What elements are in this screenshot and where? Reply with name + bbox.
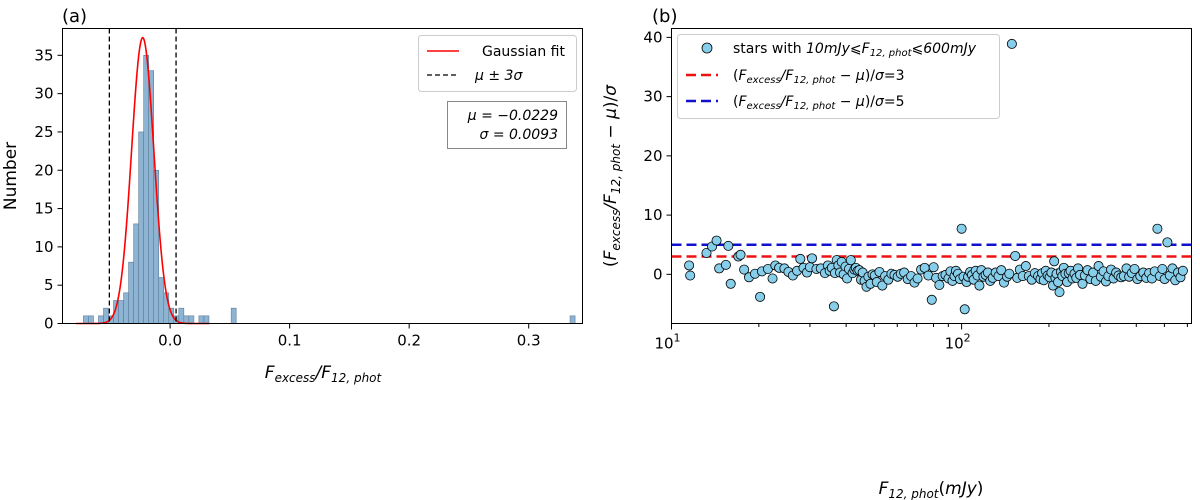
histogram-bar (188, 315, 195, 324)
y-tick-label-a: 10 (34, 238, 53, 256)
scatter-point (1152, 223, 1163, 234)
scatter-point (974, 280, 985, 291)
scatter-point (956, 223, 967, 234)
scatter-point (928, 262, 939, 273)
histogram-bar (138, 131, 144, 324)
scatter-point (1010, 250, 1021, 261)
y-tick-label-b: 0 (653, 265, 663, 283)
scatter-point (711, 235, 722, 246)
x-axis-ticks-a: 0.0 0.1 0.2 0.3 (158, 323, 541, 350)
histogram-bar (183, 315, 190, 324)
x-tick-label-a: 0.3 (517, 332, 541, 350)
panel-b-label: (b) (652, 6, 677, 27)
scatter-point (735, 249, 746, 260)
scatter-point (1020, 261, 1031, 272)
y-tick-label-a: 30 (34, 85, 53, 103)
histogram-bar (143, 55, 149, 324)
y-tick-label-a: 35 (34, 46, 53, 64)
y-axis-ticks-b: 0 10 20 30 40 (643, 28, 672, 283)
x-tick-label-a: 0.2 (397, 332, 421, 350)
scatter-point (1177, 265, 1188, 276)
scatter-point (684, 260, 695, 271)
legend-a: Gaussian fit μ ± 3σ (418, 35, 577, 92)
y-tick-label-a: 0 (44, 315, 54, 333)
y-axis-label-a: Number (1, 142, 21, 210)
scatter-point (1004, 268, 1015, 279)
x-axis-label-a: Fexcess/F12, phot (265, 363, 383, 385)
plot-frame-b (671, 28, 1192, 324)
x-axis-label-b: F12, phot(mJy) (879, 479, 984, 500)
legend-3sigma-label: μ ± 3σ (474, 68, 523, 84)
histogram-bar (198, 315, 205, 324)
x-tick-label-a: 0.1 (278, 332, 302, 350)
stats-box: μ = −0.0229 σ = 0.0093 (447, 101, 567, 149)
histogram-bar (118, 300, 124, 324)
histogram-bar (203, 315, 210, 324)
scatter-point (959, 304, 970, 315)
scatter-point (1162, 237, 1173, 248)
stats-mu: μ = −0.0229 (467, 108, 558, 124)
y-tick-label-a: 20 (34, 161, 53, 179)
x-tick-label-a: 0.0 (158, 332, 182, 350)
histogram-bars (83, 55, 576, 324)
plot-frame-a (62, 28, 583, 324)
scatter-point (877, 280, 888, 291)
scatter-point (795, 253, 806, 264)
y-axis-label-b: (Fexcess/F12, phot − μ)/σ (601, 84, 623, 267)
x-axis-ticks-b: 101 102 (654, 323, 1188, 353)
histogram-bar (569, 315, 576, 324)
histogram-bar (88, 315, 94, 324)
y-tick-label-b: 20 (643, 147, 662, 165)
x-tick-label-b: 101 (654, 332, 680, 353)
y-tick-label-a: 25 (34, 123, 53, 141)
x-tick-label-b: 102 (945, 332, 971, 353)
scatter-point (755, 291, 766, 302)
scatter-point (767, 273, 778, 284)
scatter-point (926, 294, 937, 305)
histogram-panel: (a) 0.0 0.1 0.2 0.3 0 5 10 15 20 25 30 35 Fexcess/… (1, 6, 583, 385)
scatter-point (1006, 38, 1017, 49)
scatter-point (720, 259, 731, 270)
histogram-bar (123, 292, 129, 324)
legend-scatter-label: stars with 10mJy⩽F12, phot⩽600mJy (733, 41, 977, 59)
y-tick-label-a: 15 (34, 200, 53, 218)
histogram-bar (128, 261, 134, 324)
scatter-point (912, 273, 923, 284)
histogram-bar (133, 223, 139, 324)
panel-a-label: (a) (62, 6, 87, 27)
scatter-point (739, 264, 750, 275)
y-axis-ticks-a: 0 5 10 15 20 25 30 35 (34, 46, 63, 333)
histogram-bar (83, 315, 89, 324)
y-tick-label-b: 10 (643, 206, 662, 224)
histogram-bar (230, 307, 237, 324)
scatter-point (701, 248, 712, 259)
scatter-point (828, 301, 839, 312)
histogram-bar (158, 277, 165, 324)
scatter-point (685, 270, 696, 281)
scatter-panel: (b) 101 102 0 10 20 30 40 F12, phot(mJy) (Fex… (601, 6, 1192, 500)
scatter-point (1054, 287, 1065, 298)
y-tick-label-b: 30 (643, 88, 662, 106)
scatter-point (725, 278, 736, 289)
scatter-points (684, 38, 1188, 315)
scatter-point (1049, 256, 1060, 267)
legend-gaussian-label: Gaussian fit (482, 44, 565, 60)
stats-sigma: σ = 0.0093 (480, 127, 559, 143)
y-tick-label-b: 40 (643, 28, 662, 46)
histogram-bar (178, 307, 185, 324)
legend-b: stars with 10mJy⩽F12, phot⩽600mJy (Fexce… (677, 34, 1000, 119)
scatter-point (845, 255, 856, 266)
scatter-point (934, 279, 945, 290)
scatter-point (723, 240, 734, 251)
y-tick-label-a: 5 (44, 276, 54, 294)
scatter-point (807, 253, 818, 264)
scatter-point (1129, 264, 1140, 275)
legend-scatter-marker (701, 42, 713, 54)
scatter-point (1157, 264, 1168, 275)
